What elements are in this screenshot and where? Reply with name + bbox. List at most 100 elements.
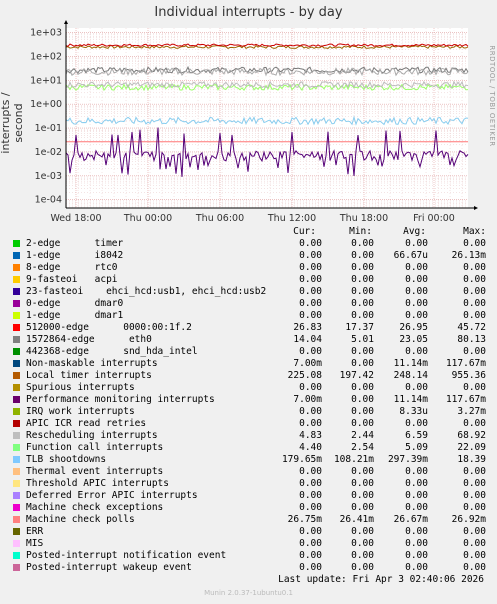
legend-label: Machine check exceptions [26, 502, 164, 513]
legend-cur: 0.00 [299, 550, 322, 561]
legend-max: 0.00 [463, 382, 486, 393]
legend-swatch [13, 504, 20, 511]
legend-avg: 6.59 [405, 430, 428, 441]
legend-row: 1-edge i8042 0.00 0.00 66.67u 26.13m [0, 250, 497, 262]
legend-row: TLB shootdowns 179.65m 108.21m 297.39m 18.39 [0, 454, 497, 466]
legend-cur: 0.00 [299, 478, 322, 489]
legend-swatch [13, 276, 20, 283]
legend-min: 0.00 [351, 274, 374, 285]
legend-min: 0.00 [351, 298, 374, 309]
legend-avg: 0.00 [405, 286, 428, 297]
y-tick-label: 1e+00 [30, 99, 62, 110]
legend-avg: 0.00 [405, 262, 428, 273]
legend-row: 442368-edge snd_hda_intel 0.00 0.00 0.00 0.0… [0, 346, 497, 358]
legend-label: 512000-edge 0000:00:1f.2 [26, 322, 192, 333]
legend-cur: 0.00 [299, 262, 322, 273]
legend-label: Deferred Error APIC interrupts [26, 490, 198, 501]
legend-min: 5.01 [351, 334, 374, 345]
legend-cur: 14.04 [293, 334, 322, 345]
legend-swatch [13, 480, 20, 487]
legend-label: TLB shootdowns [26, 454, 107, 465]
legend-row: Posted-interrupt wakeup event 0.00 0.00 0.0… [0, 562, 497, 574]
legend-row: Function call interrupts 4.40 2.54 5.09 22.0… [0, 442, 497, 454]
legend-swatch [13, 240, 20, 247]
legend-min: 0.00 [351, 550, 374, 561]
legend-avg: 0.00 [405, 562, 428, 573]
legend-label: Posted-interrupt notification event [26, 550, 227, 561]
legend-row: Spurious interrupts 0.00 0.00 0.00 0.00 [0, 382, 497, 394]
legend-max: 45.72 [457, 322, 486, 333]
legend-min: 197.42 [339, 370, 374, 381]
legend-avg: 5.09 [405, 442, 428, 453]
last-update: Last update: Fri Apr 3 02:40:06 2026 [278, 574, 484, 585]
header-cur: Cur: [293, 226, 316, 237]
y-tick-label: 1e-01 [35, 123, 62, 134]
y-tick-label: 1e-02 [35, 147, 62, 158]
legend-avg: 0.00 [405, 418, 428, 429]
legend-max: 0.00 [463, 502, 486, 513]
x-tick-label: Wed 18:00 [50, 213, 101, 224]
legend-max: 117.67m [445, 358, 486, 369]
legend-swatch [13, 336, 20, 343]
legend-row: Machine check polls 26.75m 26.41m 26.67m 26.… [0, 514, 497, 526]
legend-header: Cur: Min: Avg: Max: [0, 226, 497, 238]
legend-swatch [13, 552, 20, 559]
legend-avg: 0.00 [405, 550, 428, 561]
legend-cur: 0.00 [299, 346, 322, 357]
legend-min: 108.21m [333, 454, 374, 465]
series-line [65, 44, 469, 50]
legend-max: 0.00 [463, 538, 486, 549]
legend-avg: 0.00 [405, 466, 428, 477]
legend-max: 955.36 [451, 370, 486, 381]
y-axis-arrow [64, 20, 68, 24]
y-tick-label: 1e-03 [35, 171, 62, 182]
legend-cur: 0.00 [299, 406, 322, 417]
legend-cur: 0.00 [299, 382, 322, 393]
legend-row: Rescheduling interrupts 4.83 2.44 6.59 68.92 [0, 430, 497, 442]
legend-row: Machine check exceptions 0.00 0.00 0.00 0.00 [0, 502, 497, 514]
y-tick-label: 1e-04 [35, 195, 62, 206]
legend-cur: 0.00 [299, 286, 322, 297]
legend-cur: 0.00 [299, 490, 322, 501]
legend-row: ERR 0.00 0.00 0.00 0.00 [0, 526, 497, 538]
legend-label: 1572864-edge eth0 [26, 334, 152, 345]
legend-label: Local timer interrupts [26, 370, 152, 381]
legend-avg: 297.39m [387, 454, 428, 465]
legend-avg: 0.00 [405, 346, 428, 357]
legend-max: 80.13 [457, 334, 486, 345]
legend-max: 18.39 [457, 454, 486, 465]
y-tick-label: 1e+02 [30, 51, 62, 62]
legend-label: APIC ICR read retries [26, 418, 147, 429]
legend-swatch [13, 288, 20, 295]
legend-label: 0-edge dmar0 [26, 298, 124, 309]
legend-avg: 0.00 [405, 526, 428, 537]
legend-label: 8-edge rtc0 [26, 262, 118, 273]
legend-swatch [13, 444, 20, 451]
legend-row: Performance monitoring interrupts 7.00m 0.… [0, 394, 497, 406]
legend-label: Posted-interrupt wakeup event [26, 562, 192, 573]
legend-cur: 225.08 [287, 370, 322, 381]
legend-avg: 0.00 [405, 502, 428, 513]
legend-row: 1572864-edge eth0 14.04 5.01 23.05 80.13 [0, 334, 497, 346]
legend-cur: 179.65m [281, 454, 322, 465]
legend-max: 0.00 [463, 262, 486, 273]
legend-min: 0.00 [351, 286, 374, 297]
legend-avg: 0.00 [405, 298, 428, 309]
legend-cur: 0.00 [299, 538, 322, 549]
legend-swatch [13, 252, 20, 259]
legend-avg: 11.14m [393, 394, 428, 405]
legend-label: ERR [26, 526, 44, 537]
legend-label: Threshold APIC interrupts [26, 478, 169, 489]
chart-title: Individual interrupts - by day [154, 5, 343, 20]
legend-cur: 0.00 [299, 562, 322, 573]
legend-row: MIS 0.00 0.00 0.00 0.00 [0, 538, 497, 550]
legend-min: 0.00 [351, 394, 374, 405]
legend-min: 0.00 [351, 538, 374, 549]
legend-label: Rescheduling interrupts [26, 430, 158, 441]
header-max: Max: [463, 226, 486, 237]
legend-min: 0.00 [351, 406, 374, 417]
legend-avg: 0.00 [405, 382, 428, 393]
legend-swatch [13, 540, 20, 547]
legend-avg: 8.33u [399, 406, 428, 417]
legend-min: 17.37 [345, 322, 374, 333]
